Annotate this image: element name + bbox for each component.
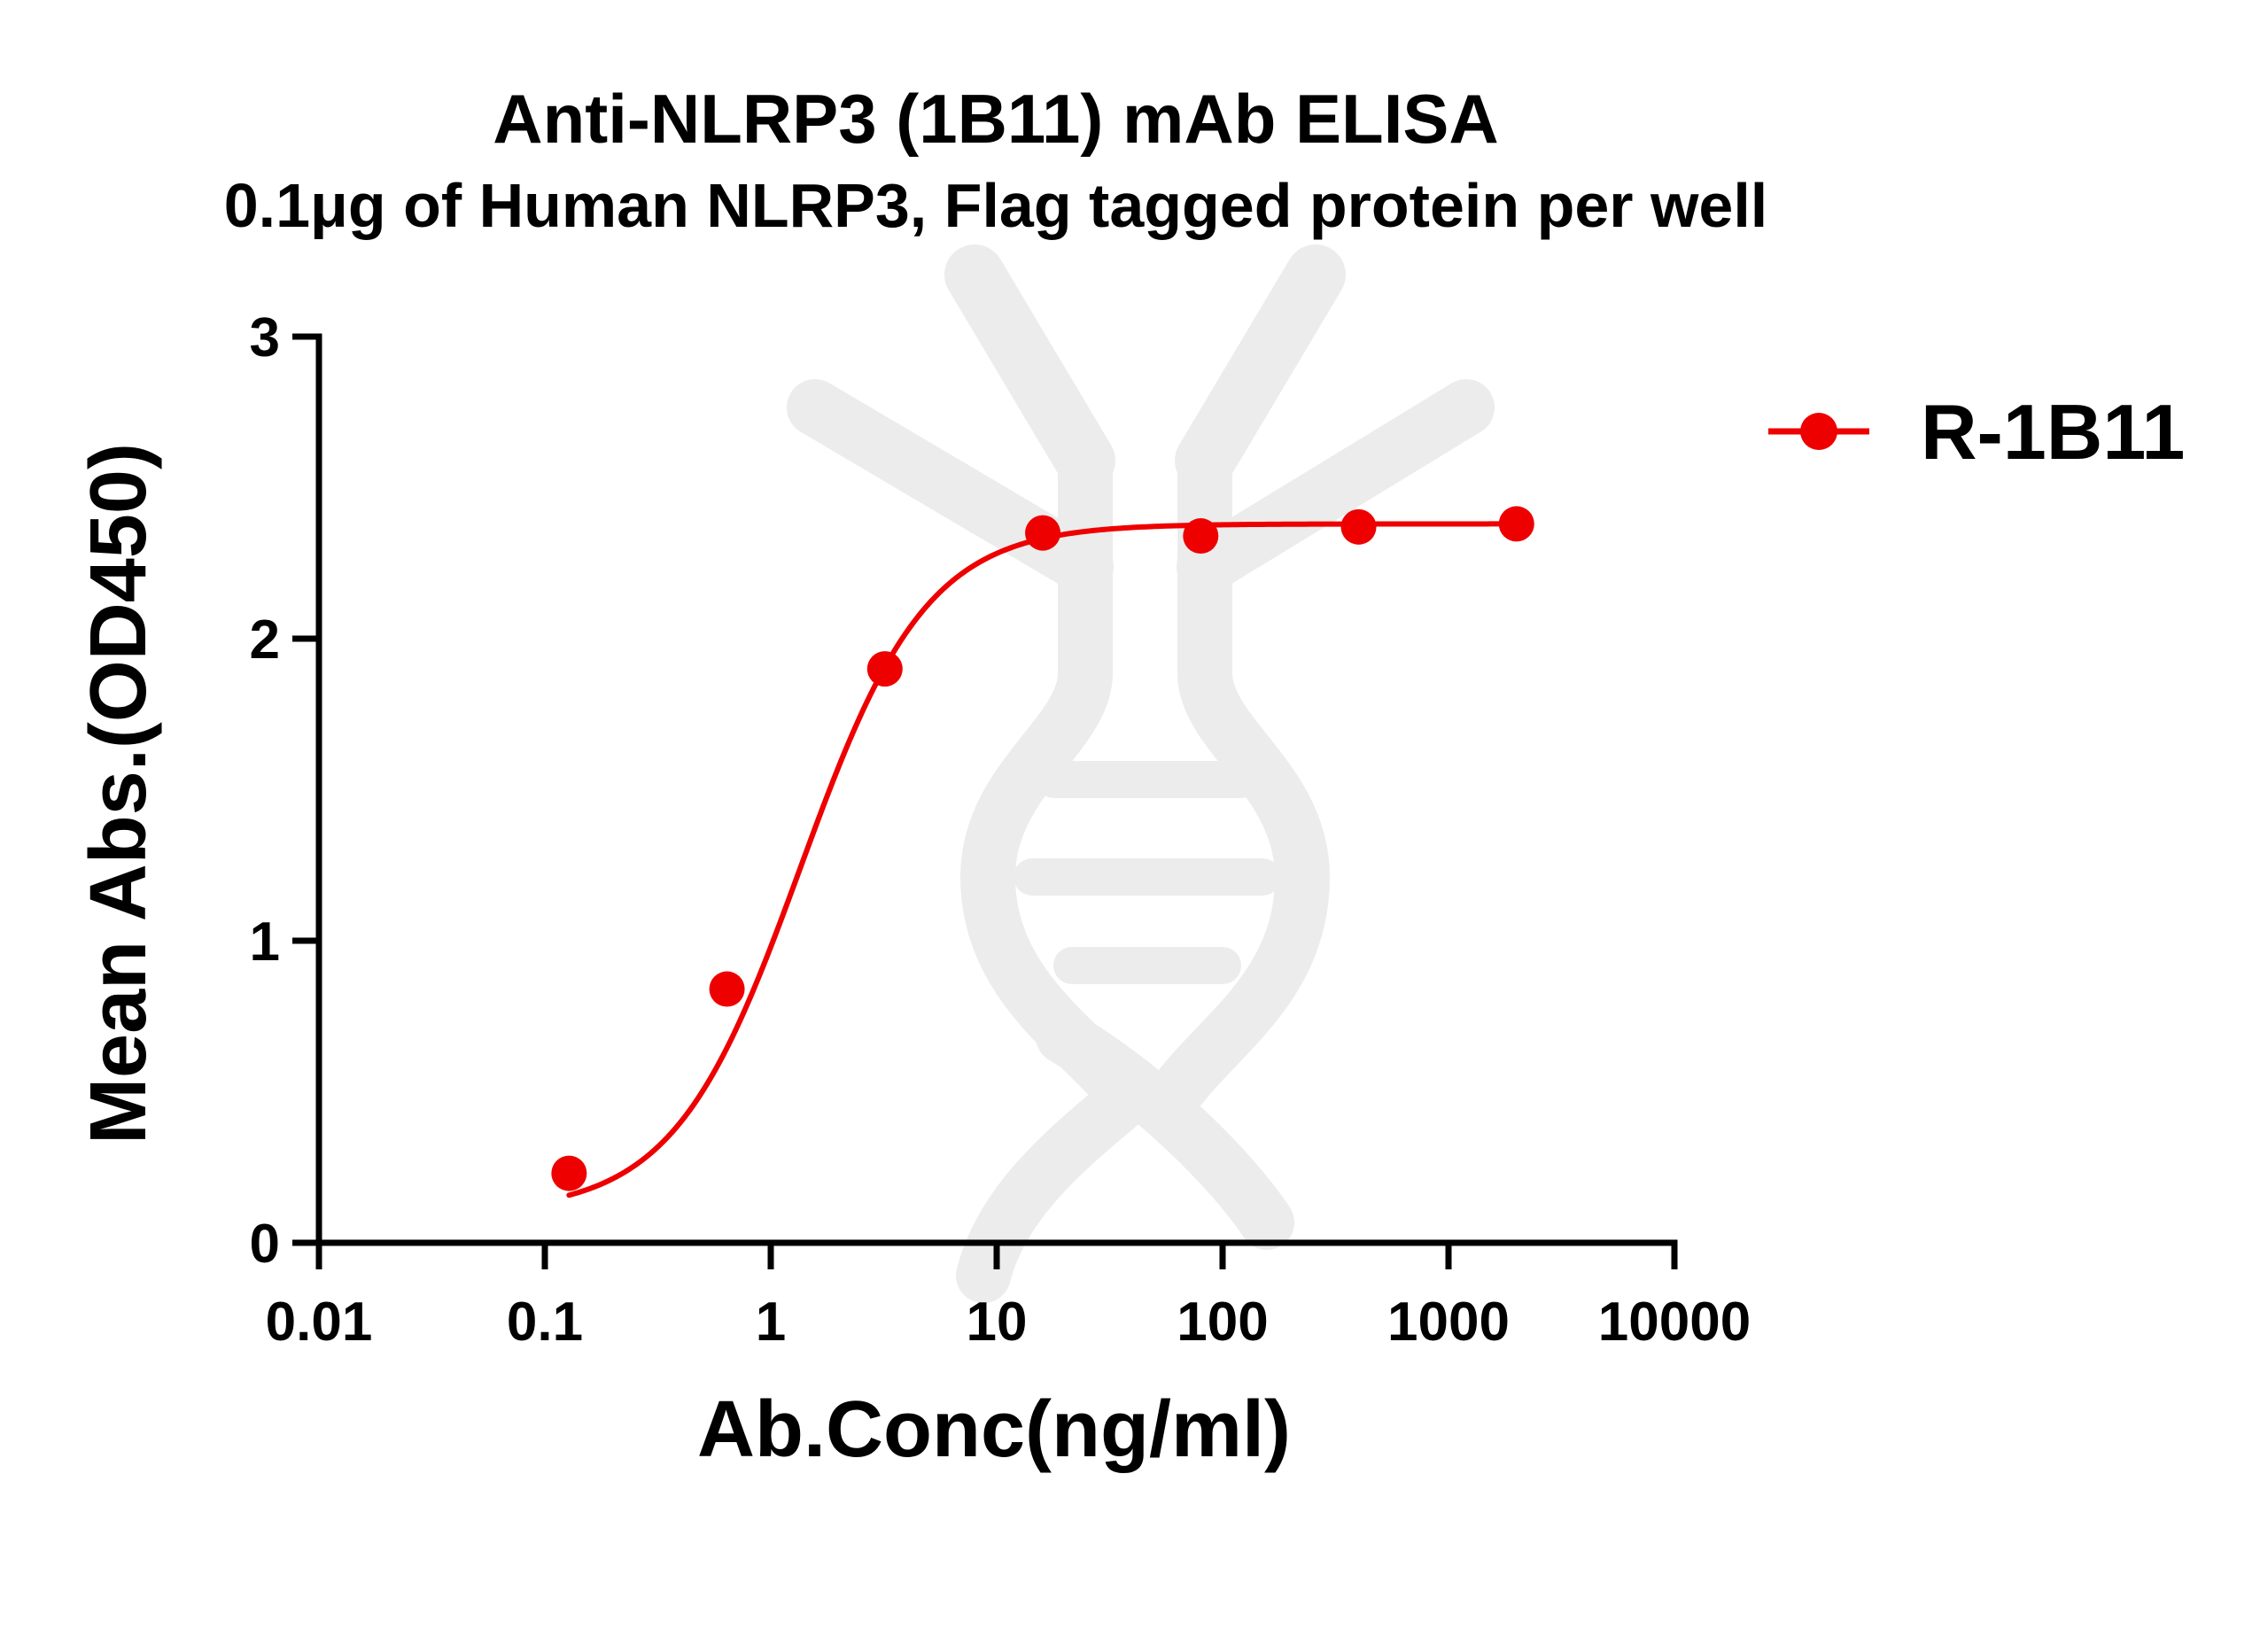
series-layer [551,506,1534,1198]
y-tick-label-1: 1 [250,911,280,973]
chart-title: Anti-NLRP3 (1B11) mAb ELISA [493,80,1498,158]
legend: R-1B11 [1768,388,2185,476]
x-tick-label-0: 0.01 [266,1292,373,1353]
x-tick-label-5: 1000 [1387,1292,1510,1353]
x-axis-ticks: 0.01 0.1 1 10 100 1000 10000 [266,1243,1751,1353]
legend-marker [1800,413,1837,450]
y-tick-label-3: 3 [250,307,280,368]
y-tick-label-0: 0 [250,1214,280,1275]
data-point-3 [1025,515,1061,551]
watermark-logo [787,244,1495,1303]
y-axis-label: Mean Abs.(OD450) [74,443,163,1144]
x-tick-label-1: 0.1 [507,1292,583,1353]
y-axis-ticks: 0 1 2 3 [250,307,319,1275]
data-point-1 [709,971,745,1007]
chart-subtitle: 0.1μg of Human NLRP3, Flag tagged protei… [224,171,1767,240]
x-axis-label: Ab.Conc(ng/ml) [697,1385,1291,1474]
x-tick-label-4: 100 [1177,1292,1268,1353]
x-tick-label-2: 1 [756,1292,786,1353]
x-tick-label-3: 10 [967,1292,1028,1353]
data-point-5 [1340,508,1377,545]
data-point-0 [551,1155,587,1191]
x-tick-label-6: 10000 [1598,1292,1751,1353]
data-point-2 [866,651,903,687]
y-tick-label-2: 2 [250,609,280,671]
data-point-6 [1498,506,1534,542]
data-point-4 [1183,518,1219,555]
legend-label-r-1b11: R-1B11 [1921,388,2185,476]
